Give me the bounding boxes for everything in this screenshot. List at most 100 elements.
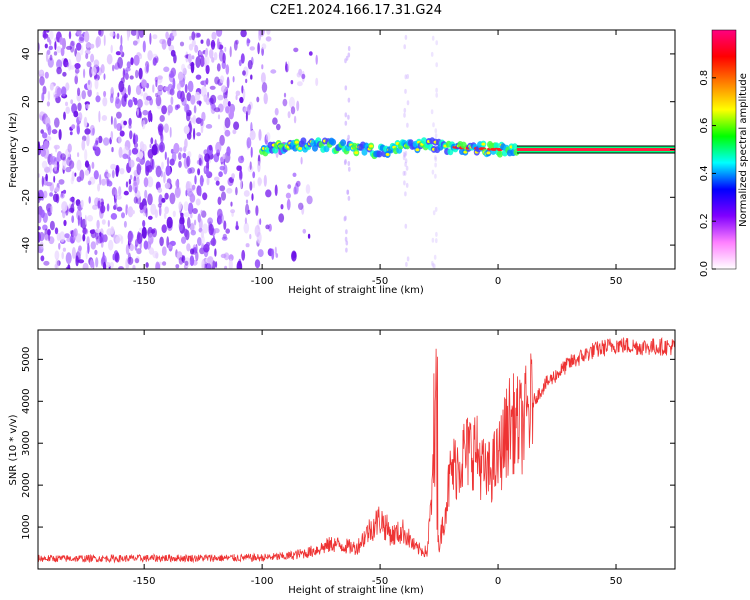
spectrogram-noise-cell — [86, 61, 92, 68]
spectrogram-noise-cell — [403, 170, 407, 176]
spectrogram-noise-cell — [148, 232, 154, 245]
spectrogram-noise-cell — [44, 71, 49, 79]
spectrogram-noise-cell — [60, 153, 66, 161]
spectrogram-noise-cell — [194, 91, 201, 101]
spectrogram-noise-cell — [60, 47, 65, 57]
spectrogram-noise-cell — [243, 222, 250, 234]
spectrogram-noise-cell — [135, 134, 139, 143]
spectrogram-noise-cell — [344, 120, 348, 126]
spectrogram-noise-cell — [347, 52, 351, 58]
spectrogram-noise-cell — [181, 63, 186, 72]
spectrogram-noise-cell — [45, 30, 50, 33]
spectrogram-noise-cell — [126, 61, 131, 69]
spectrogram-noise-cell — [146, 64, 149, 73]
spectrogram-noise-cell — [345, 229, 348, 235]
spectrogram-noise-cell — [179, 41, 185, 47]
spectrogram-noise-cell — [141, 79, 148, 88]
spectrogram-noise-cell — [405, 182, 409, 188]
spectrogram-noise-cell — [54, 41, 57, 51]
spectrogram-noise-cell — [133, 196, 138, 204]
spectrogram-noise-cell — [241, 249, 246, 261]
spectrogram-noise-cell — [103, 90, 107, 98]
spectrogram-noise-cell — [198, 218, 203, 230]
spectrogram-noise-cell — [163, 123, 169, 133]
spectrogram-noise-cell — [123, 190, 129, 196]
spectrogram-noise-cell — [110, 88, 114, 94]
spectrogram-noise-cell — [434, 133, 438, 139]
spectrogram-noise-cell — [58, 129, 62, 141]
spectrogram-noise-cell — [181, 79, 184, 87]
spectrogram-noise-cell — [63, 111, 66, 121]
spectrogram-noise-cell — [184, 260, 189, 266]
spectrogram-noise-cell — [110, 130, 114, 140]
spectrogram-noise-cell — [61, 251, 64, 260]
spectrogram-noise-cell — [67, 59, 72, 71]
spectrogram-noise-cell — [127, 206, 134, 218]
spectrogram-noise-cell — [128, 178, 132, 185]
spectrogram-noise-cell — [75, 255, 79, 267]
spectrogram-noise-cell — [200, 39, 204, 44]
spectrogram-noise-cell — [41, 175, 44, 187]
spectrogram-noise-cell — [127, 30, 130, 42]
spectrogram-noise-cell — [82, 233, 86, 242]
spectrogram-noise-cell — [215, 261, 218, 268]
spectrogram-noise-cell — [129, 243, 134, 252]
spectrogram-noise-cell — [261, 64, 264, 70]
spectrogram-noise-cell — [48, 233, 51, 242]
spectrogram-noise-cell — [89, 43, 95, 49]
spectrogram-noise-cell — [109, 261, 114, 269]
spectrogram-noise-cell — [77, 152, 80, 158]
spectrogram-noise-cell — [217, 208, 223, 219]
spectrogram-noise-cell — [131, 147, 139, 155]
spectrogram-noise-cell — [402, 155, 406, 161]
spectrogram-noise-cell — [101, 178, 107, 186]
snr-x-ticks: -150 -100 -50 0 50 — [133, 330, 622, 587]
spectrogram-noise-cell — [183, 146, 187, 153]
spectrogram-noise-cell — [348, 166, 351, 172]
spectrogram-noise-cell — [306, 195, 313, 205]
spectrogram-noise-cell — [224, 117, 231, 129]
spectrogram-noise-cell — [118, 80, 125, 93]
spectrogram-noise-cell — [77, 87, 81, 97]
spectrogram-noise-cell — [193, 127, 196, 140]
spectrogram-noise-cell — [83, 68, 86, 79]
spectrogram-noise-cell — [143, 240, 149, 250]
spectrogram-noise-cell — [308, 51, 313, 56]
spectrogram-noise-cell — [169, 192, 176, 205]
spectrogram-noise-cell — [274, 246, 277, 255]
spectrogram-noise-cell — [159, 115, 165, 122]
spectrogram-noise-cell — [347, 134, 350, 140]
spectrogram-noise-cell — [200, 86, 207, 97]
spectrogram-noise-cell — [432, 122, 435, 128]
spectrogram-noise-cell — [287, 184, 292, 190]
spectrogram-noise-cell — [140, 91, 144, 97]
spectrogram-noise-cell — [249, 181, 253, 191]
spectrogram-noise-cell — [290, 106, 296, 115]
spectrogram-noise-cell — [59, 231, 66, 243]
spectrogram-noise-cell — [274, 184, 278, 197]
spectrogram-noise-cell — [265, 36, 272, 42]
spectrogram-noise-cell — [174, 187, 181, 199]
spectrogram-x-label: Height of straight line (km) — [288, 285, 424, 296]
colorbar-gradient — [711, 29, 737, 270]
spectrogram-noise-cell — [164, 151, 167, 161]
spectrogram-noise-cell — [70, 203, 75, 214]
spectrogram-noise-cell — [60, 192, 65, 199]
spectrogram-noise-cell — [70, 176, 74, 185]
spectrogram-noise-cell — [315, 54, 318, 65]
spectrogram-noise-cell — [251, 193, 254, 201]
spectrogram-noise-cell — [111, 169, 115, 179]
spectrogram-noise-cell — [80, 199, 84, 209]
spectrogram-noise-cell — [101, 219, 106, 225]
spectrogram-noise-cell — [183, 125, 190, 135]
spectrogram-noise-cell — [111, 147, 114, 153]
spectrogram-noise-cell — [149, 110, 152, 119]
spectrogram-noise-cell — [53, 175, 56, 183]
spectrogram-noise-cell — [228, 108, 234, 120]
spectrogram-noise-cell — [127, 84, 131, 96]
spectrogram-noise-cell — [207, 256, 214, 264]
spectrogram-noise-cell — [222, 98, 229, 109]
spectrogram-noise-cell — [176, 83, 181, 91]
spectrogram-noise-cell — [203, 94, 208, 103]
spectrogram-noise-cell — [164, 182, 171, 189]
